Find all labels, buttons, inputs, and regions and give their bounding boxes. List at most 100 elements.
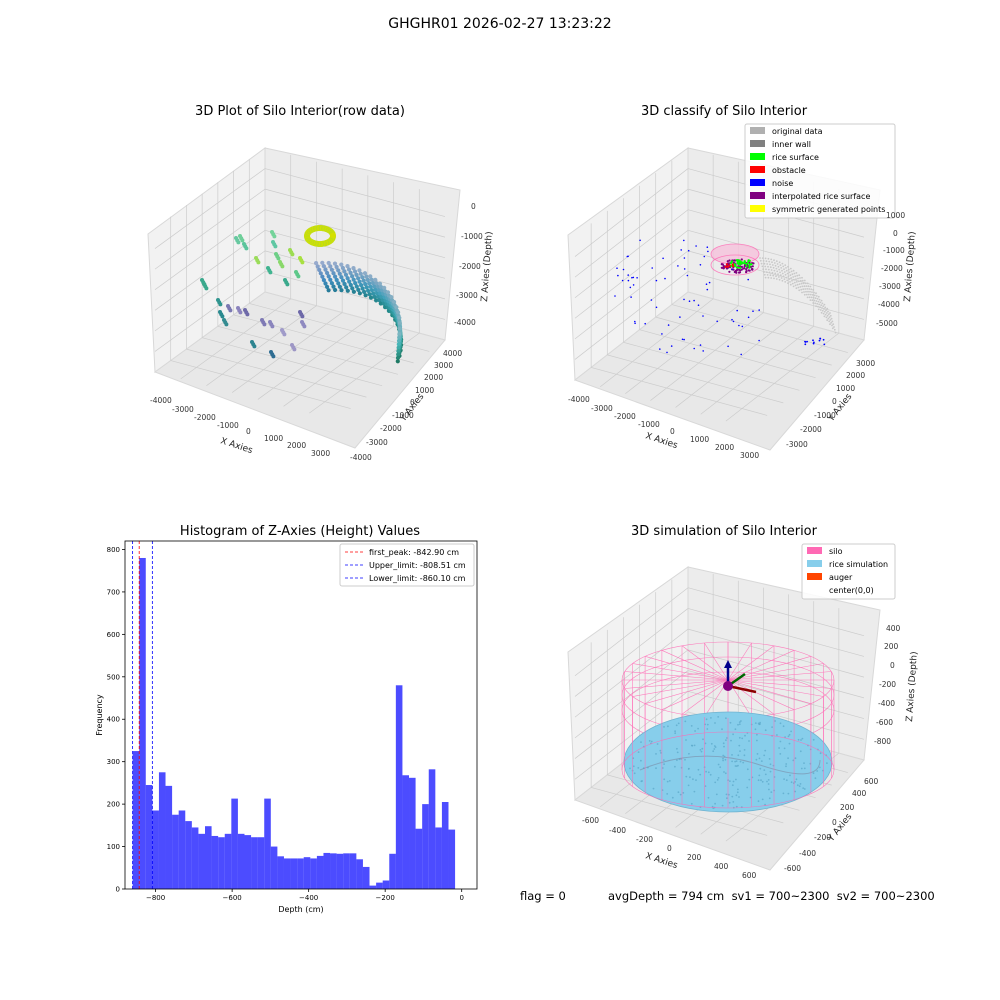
classify-point	[679, 316, 681, 318]
raw-point	[315, 264, 320, 269]
raw-point	[367, 281, 372, 286]
classify-point	[662, 257, 664, 260]
simulation-legend-swatch	[807, 586, 822, 593]
rice-point	[735, 778, 737, 781]
classify-point	[831, 320, 834, 323]
gridline	[687, 271, 865, 320]
sim-y-tick: 400	[852, 789, 867, 798]
classify-point	[680, 249, 682, 251]
classify-point	[833, 326, 835, 328]
gridline	[217, 325, 398, 375]
raw-point	[280, 264, 285, 269]
classify-point	[832, 323, 835, 326]
rice-point	[730, 739, 732, 742]
classify-point	[818, 339, 821, 342]
classify-x-tick: -4000	[568, 395, 590, 404]
raw-point	[356, 276, 361, 281]
rice-point	[668, 780, 671, 782]
histogram-bar	[336, 853, 344, 889]
rice-point	[694, 730, 696, 732]
classify-point	[725, 263, 729, 266]
rice-point	[721, 804, 724, 807]
gridline	[700, 326, 814, 415]
classify-point	[769, 274, 772, 277]
classify-point	[705, 283, 708, 286]
classify-point	[732, 320, 735, 323]
raw-point	[363, 281, 368, 287]
classify-point	[787, 282, 789, 285]
rice-point	[706, 723, 709, 726]
raw-point	[270, 324, 275, 329]
classify-point	[748, 263, 751, 266]
stats-text: avgDepth = 794 cm sv1 = 700~2300 sv2 = 7…	[608, 889, 935, 903]
classify-y-tick: 3000	[856, 359, 875, 368]
histogram-bar	[303, 857, 311, 889]
sim-x-tick: -200	[636, 835, 653, 844]
classify-point	[622, 268, 625, 271]
classify-point	[627, 274, 629, 276]
histogram-x-tick-label: −200	[376, 894, 395, 902]
histogram-bar	[132, 751, 140, 889]
raw-point	[336, 268, 341, 273]
classify-point	[812, 302, 815, 304]
histogram-bar	[211, 835, 219, 889]
rice-point	[724, 758, 727, 761]
rice-point	[794, 781, 796, 783]
histogram-bar	[409, 777, 416, 889]
histogram-x-tick-label: −800	[146, 894, 165, 902]
raw-point	[370, 281, 376, 286]
classify-legend-box	[744, 123, 896, 219]
classify-point	[661, 333, 663, 335]
histogram-bar	[185, 821, 192, 889]
histogram-bar	[270, 846, 278, 889]
classify-point	[775, 260, 778, 263]
silo-roof-line	[727, 645, 775, 681]
classify-point	[722, 265, 725, 268]
histogram-bar	[395, 685, 403, 889]
rice-point	[739, 760, 742, 763]
rice-point	[799, 750, 802, 753]
classify-point	[768, 271, 771, 274]
rice-point	[737, 754, 740, 757]
rice-point	[704, 723, 707, 726]
silo-roof-line	[727, 679, 775, 715]
classify-point	[706, 246, 709, 248]
sim-z-tick: -800	[874, 737, 891, 746]
raw-x-tick: 1000	[264, 434, 283, 443]
rice-point	[770, 791, 773, 793]
rice-point	[707, 771, 710, 774]
rice-point	[766, 780, 768, 783]
rice-point	[768, 797, 771, 800]
rice-point	[816, 770, 819, 772]
raw-point	[379, 294, 384, 299]
histogram-bar	[277, 856, 284, 889]
raw-point	[397, 315, 402, 320]
classify-point	[781, 272, 784, 275]
raw-point	[368, 284, 373, 289]
gridline	[687, 628, 865, 678]
classify-y-tick: -1000	[814, 411, 836, 420]
classify-point	[789, 274, 792, 277]
raw-point	[366, 288, 371, 293]
classify-point	[819, 301, 822, 304]
classify-point	[760, 262, 763, 265]
gridline	[231, 312, 343, 393]
classify-point	[629, 286, 632, 289]
classify-point	[770, 269, 773, 271]
rice-point	[671, 796, 674, 799]
histogram-y-tick-label: 700	[107, 588, 120, 596]
raw-point	[328, 264, 333, 269]
rice-point	[769, 770, 772, 773]
classify-point	[767, 257, 770, 260]
gridline	[574, 250, 689, 340]
classify-point	[748, 266, 751, 269]
classify-point	[667, 324, 670, 326]
raw-point	[396, 352, 401, 357]
classify-point	[821, 309, 824, 312]
rice-point	[679, 793, 682, 796]
raw-point	[385, 290, 391, 295]
classify-point	[816, 297, 819, 300]
classify-point	[812, 339, 814, 342]
classify-point	[786, 272, 789, 275]
raw-point	[348, 282, 353, 288]
